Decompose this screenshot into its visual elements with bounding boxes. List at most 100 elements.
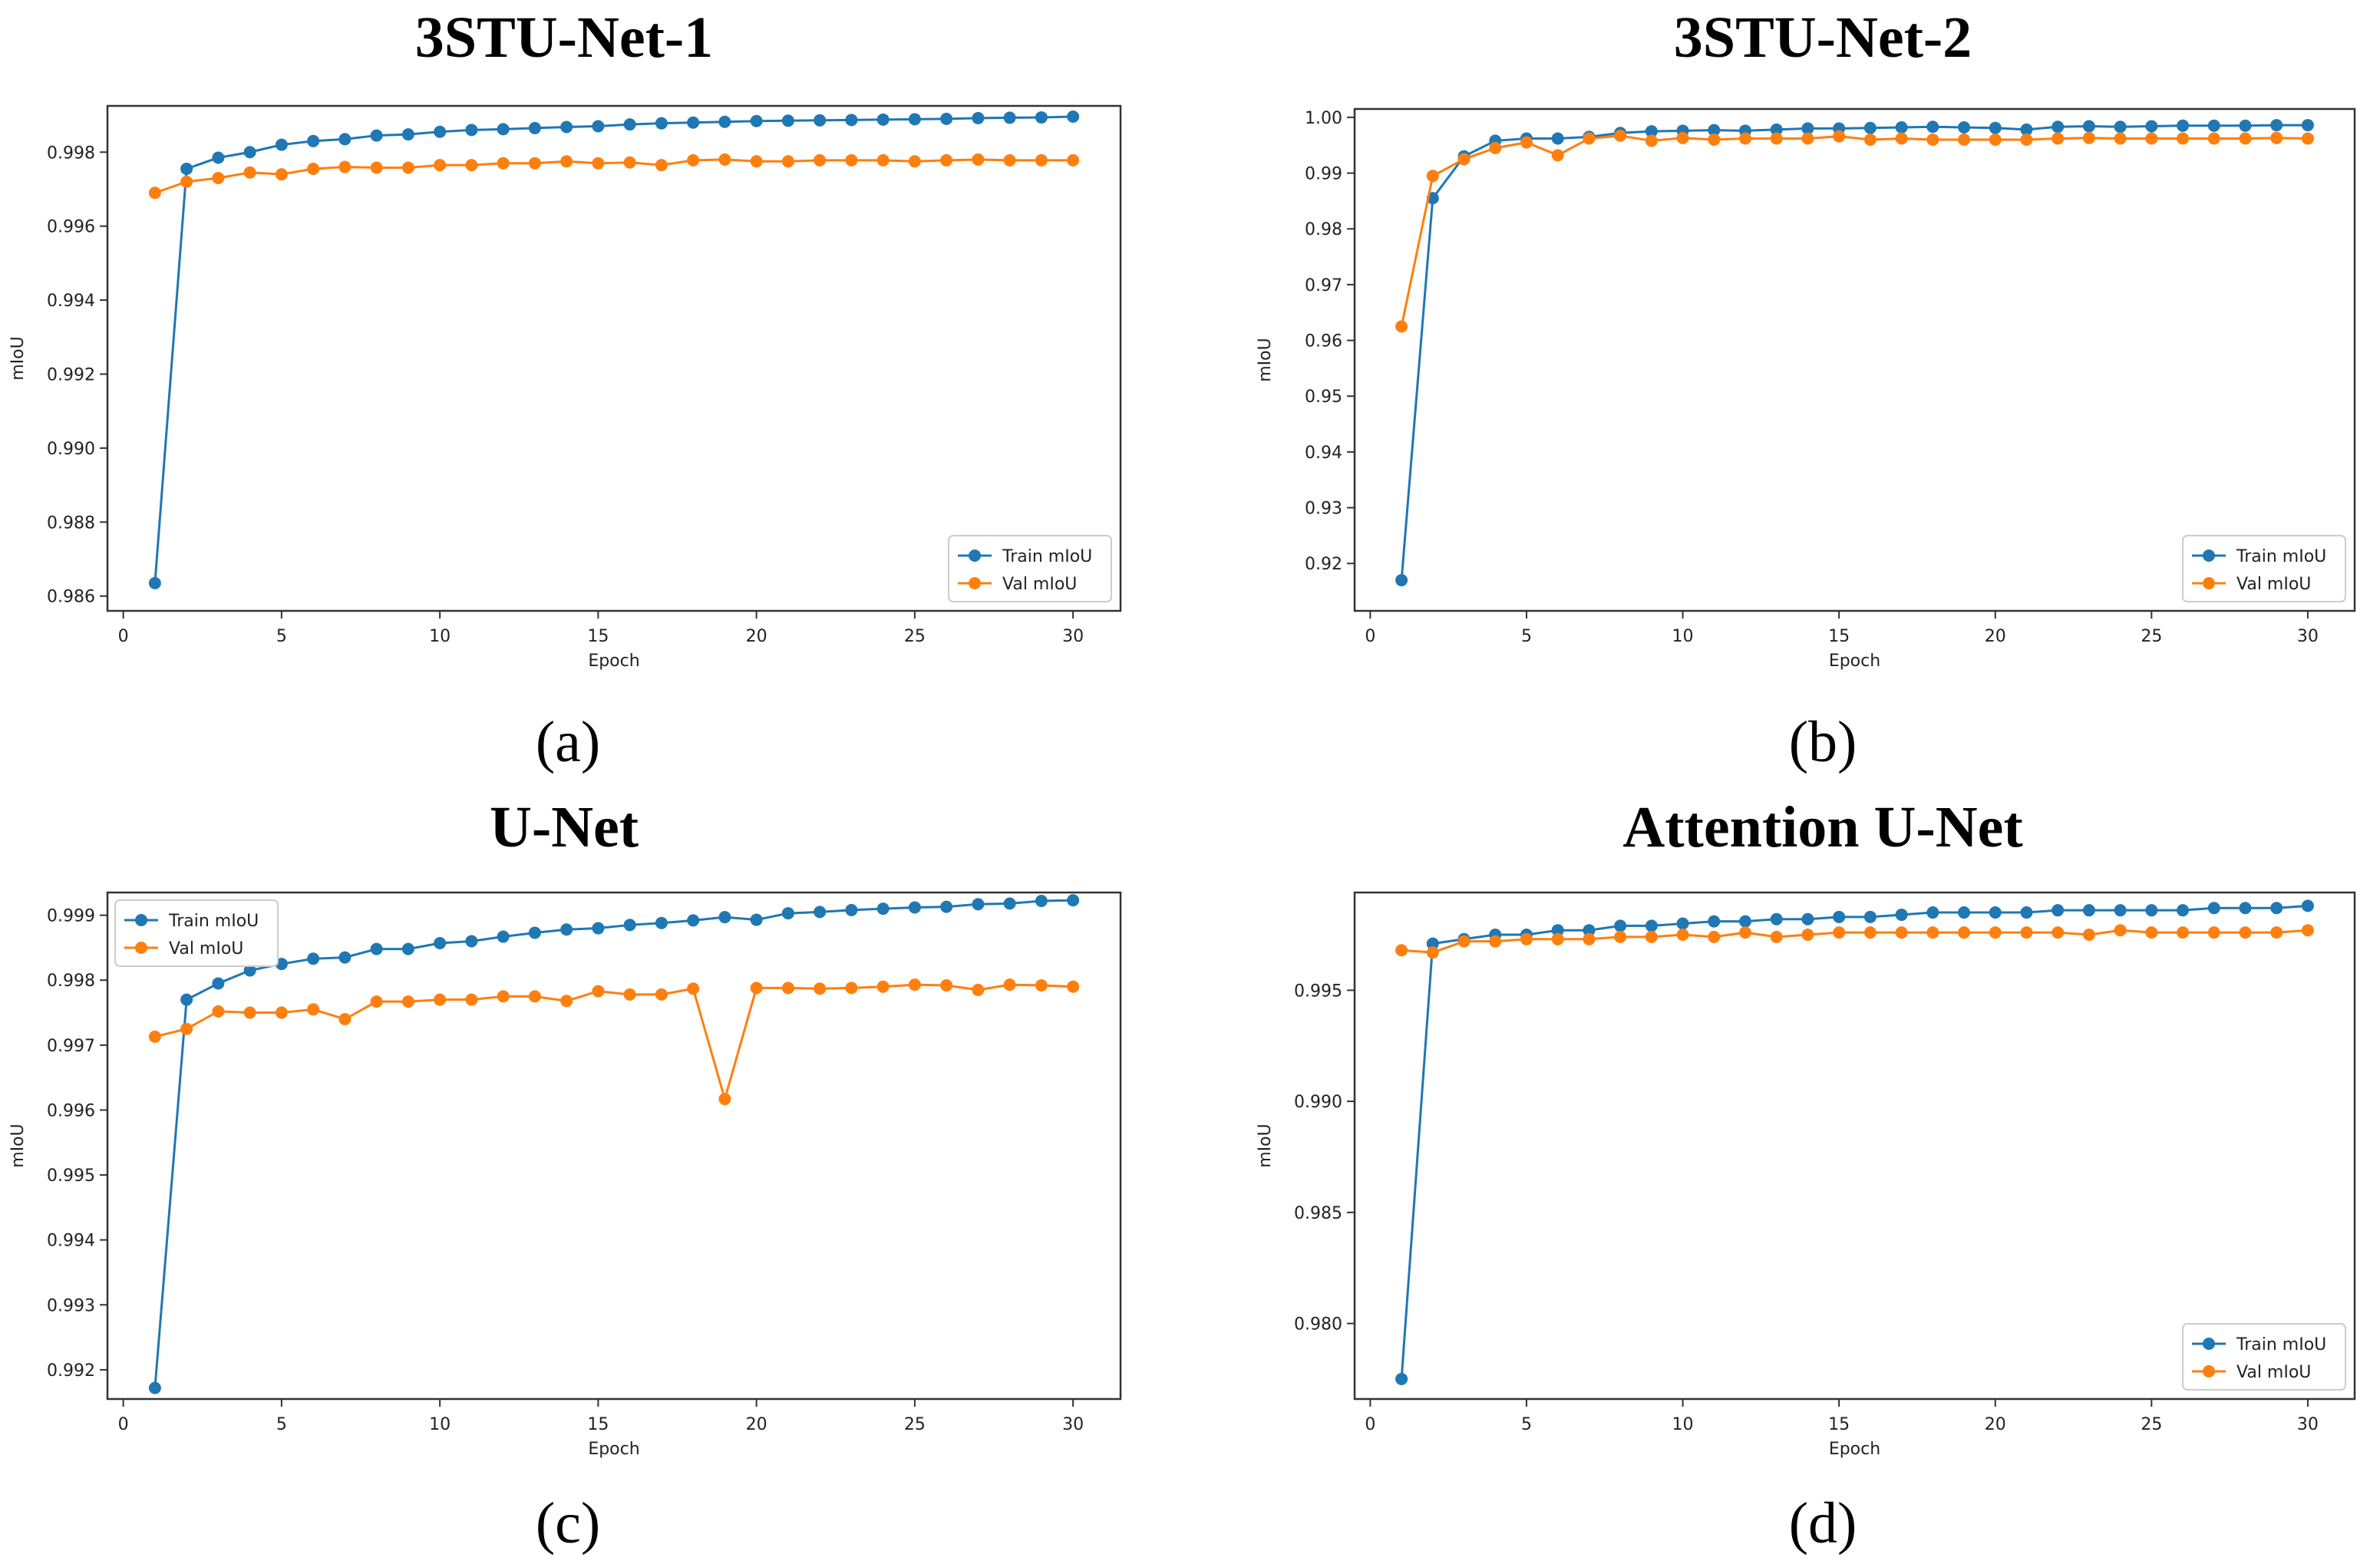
data-point-val bbox=[212, 172, 225, 184]
data-point-val bbox=[1676, 929, 1689, 941]
data-point-train bbox=[1989, 906, 2002, 919]
data-point-train bbox=[1067, 894, 1080, 907]
data-point-val bbox=[655, 988, 668, 1001]
data-point-train bbox=[972, 111, 985, 124]
x-axis-label: Epoch bbox=[1829, 652, 1880, 671]
x-tick-label: 10 bbox=[1672, 1415, 1694, 1434]
panel-label-c: (c) bbox=[536, 1491, 600, 1556]
plot-frame bbox=[1353, 107, 2356, 612]
data-point-val bbox=[814, 153, 827, 167]
y-tick-label: 0.97 bbox=[1305, 276, 1342, 295]
legend-box bbox=[948, 535, 1112, 602]
data-point-val bbox=[718, 1093, 731, 1106]
plot-frame bbox=[1353, 891, 2356, 1401]
x-tick-label: 5 bbox=[1521, 1415, 1532, 1434]
data-point-train bbox=[1645, 919, 1658, 932]
data-point-train bbox=[814, 906, 827, 919]
data-point-train bbox=[338, 133, 352, 146]
data-point-val bbox=[1395, 944, 1408, 957]
x-tick-label: 25 bbox=[2141, 627, 2162, 646]
data-point-train bbox=[370, 129, 383, 142]
y-axis-label: mIoU bbox=[8, 336, 28, 380]
data-point-train bbox=[307, 952, 320, 965]
data-point-train bbox=[2207, 902, 2220, 915]
x-tick-label: 30 bbox=[2297, 627, 2319, 646]
data-point-val bbox=[1520, 932, 1533, 945]
data-point-train bbox=[972, 898, 985, 911]
data-point-train bbox=[2301, 119, 2314, 132]
data-point-train bbox=[750, 114, 763, 127]
data-point-train bbox=[2177, 119, 2190, 132]
data-point-val bbox=[1833, 130, 1846, 143]
data-point-train bbox=[1551, 924, 1564, 937]
data-point-train bbox=[1863, 121, 1877, 134]
x-tick-label: 10 bbox=[1672, 627, 1694, 646]
legend: Train mIoU Val mIoU bbox=[948, 535, 1112, 602]
data-point-val bbox=[2145, 926, 2158, 939]
data-point-train bbox=[434, 125, 447, 138]
series-line-train bbox=[1400, 904, 2309, 1380]
data-point-val bbox=[307, 1003, 320, 1016]
x-tick-label: 15 bbox=[587, 627, 609, 646]
data-point-val bbox=[781, 155, 794, 168]
data-point-train bbox=[338, 951, 352, 964]
data-point-val bbox=[908, 978, 921, 992]
legend-box bbox=[2182, 1323, 2346, 1391]
legend-label-train: Train mIoU bbox=[168, 912, 259, 931]
data-point-val bbox=[1003, 978, 1016, 992]
chart-c: 0 5 10 15 20 25 30 0.992 0.993 0.994 0.995 0.996 0.9… bbox=[8, 891, 1122, 1459]
data-point-train bbox=[1895, 120, 1908, 134]
x-tick-label: 0 bbox=[1365, 627, 1375, 646]
data-point-val bbox=[845, 982, 858, 995]
legend-marker-val bbox=[135, 942, 147, 954]
data-point-val bbox=[338, 1013, 352, 1025]
data-point-train bbox=[592, 922, 605, 935]
data-point-train bbox=[1003, 111, 1016, 124]
data-point-val bbox=[560, 995, 573, 1008]
data-point-val bbox=[2114, 924, 2127, 937]
data-point-val bbox=[1426, 946, 1439, 959]
data-point-val bbox=[1457, 935, 1471, 948]
data-point-val bbox=[972, 153, 985, 166]
data-point-val bbox=[1770, 132, 1783, 145]
data-point-train bbox=[1035, 895, 1048, 907]
data-point-val bbox=[148, 186, 161, 200]
data-point-val bbox=[370, 161, 383, 174]
data-point-train bbox=[1614, 919, 1627, 932]
data-point-val bbox=[434, 993, 447, 1006]
data-point-train bbox=[1801, 912, 1814, 926]
y-axis-label: mIoU bbox=[1256, 1124, 1275, 1167]
data-point-train bbox=[1645, 125, 1658, 138]
x-tick-label: 0 bbox=[1365, 1415, 1375, 1434]
data-point-train bbox=[2082, 904, 2095, 917]
data-point-train bbox=[1958, 906, 1971, 919]
data-point-val bbox=[2207, 926, 2220, 939]
y-tick-label: 0.93 bbox=[1305, 500, 1342, 519]
legend-label-val: Val mIoU bbox=[1002, 575, 1077, 594]
data-point-train bbox=[1958, 120, 1971, 134]
data-point-val bbox=[1426, 170, 1439, 183]
x-tick-label: 10 bbox=[429, 1415, 451, 1434]
data-point-train bbox=[592, 120, 605, 133]
data-point-val bbox=[908, 155, 921, 168]
data-point-train bbox=[2239, 119, 2252, 132]
data-point-train bbox=[275, 138, 288, 151]
y-tick-label: 0.992 bbox=[47, 365, 95, 384]
data-point-val bbox=[1551, 149, 1564, 162]
data-point-train bbox=[750, 913, 763, 926]
data-point-val bbox=[1708, 133, 1721, 146]
data-point-train bbox=[718, 115, 731, 128]
data-point-train bbox=[623, 919, 636, 932]
x-tick-label: 30 bbox=[2297, 1415, 2319, 1434]
data-point-val bbox=[1801, 132, 1814, 145]
data-point-val bbox=[2270, 131, 2283, 144]
series-line-val bbox=[154, 983, 1074, 1104]
x-tick-label: 15 bbox=[1828, 627, 1850, 646]
data-point-train bbox=[401, 942, 414, 955]
chart-b: 0 5 10 15 20 25 30 0.92 0.93 0.94 0.95 0.96 0.97 0.98… bbox=[1256, 107, 2356, 671]
data-point-train bbox=[1003, 897, 1016, 910]
data-point-train bbox=[148, 576, 161, 589]
data-point-val bbox=[243, 1006, 256, 1019]
data-point-train bbox=[465, 124, 478, 137]
legend-label-val: Val mIoU bbox=[2236, 1363, 2311, 1382]
